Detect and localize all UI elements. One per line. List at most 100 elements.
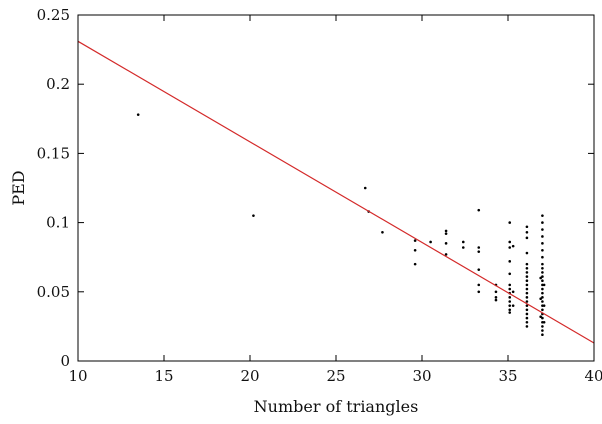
data-point <box>539 315 542 319</box>
data-point <box>541 300 544 303</box>
data-point <box>541 255 544 259</box>
x-tick-label: 35 <box>498 367 517 385</box>
data-point <box>363 186 367 190</box>
y-tick-label: 0.1 <box>46 214 70 232</box>
data-point <box>539 297 542 301</box>
data-point <box>525 296 529 299</box>
data-point <box>525 262 529 266</box>
data-point <box>541 329 544 332</box>
fit-line-layer <box>77 40 595 344</box>
data-point <box>494 290 498 294</box>
data-point <box>511 304 515 307</box>
data-point <box>541 214 544 217</box>
data-point <box>444 242 448 245</box>
data-point <box>525 283 529 287</box>
y-tick-label: 0.05 <box>37 283 70 301</box>
data-point <box>429 240 432 244</box>
data-point <box>539 276 542 280</box>
scatter-points <box>136 113 546 337</box>
data-point <box>252 214 255 217</box>
data-point <box>541 235 544 238</box>
data-point <box>508 287 512 291</box>
data-point <box>381 230 384 234</box>
x-tick-label: 20 <box>240 367 259 385</box>
data-point <box>461 240 465 244</box>
data-point <box>541 266 544 270</box>
data-point <box>542 283 546 287</box>
axis-ticks <box>77 14 595 362</box>
plot-frame <box>77 14 595 362</box>
data-point <box>541 325 544 328</box>
data-point <box>461 246 465 249</box>
data-point <box>508 296 512 299</box>
data-point <box>541 262 544 266</box>
data-point <box>508 300 512 303</box>
data-point <box>477 290 481 294</box>
data-point <box>413 262 417 266</box>
data-point <box>525 225 529 229</box>
data-point <box>477 268 481 271</box>
data-point <box>444 232 448 235</box>
data-point <box>508 246 512 249</box>
data-point <box>541 287 544 291</box>
data-point <box>511 290 515 294</box>
data-point <box>525 320 529 324</box>
data-point <box>525 230 529 234</box>
data-point <box>542 320 546 324</box>
data-point <box>525 287 529 291</box>
data-point <box>508 272 512 276</box>
data-point <box>525 251 529 255</box>
data-point <box>541 333 544 337</box>
data-point <box>525 325 529 328</box>
data-point <box>444 229 448 233</box>
data-point <box>525 266 529 270</box>
data-point <box>508 308 512 312</box>
data-point <box>477 208 481 212</box>
y-tick-label: 0 <box>60 352 70 370</box>
data-point <box>541 308 544 312</box>
y-axis-title: PED <box>9 170 28 205</box>
data-point <box>541 228 544 231</box>
data-point <box>508 240 512 244</box>
data-point <box>525 308 529 312</box>
data-point <box>494 296 498 299</box>
data-point <box>525 312 529 316</box>
data-point <box>511 244 515 248</box>
data-point <box>477 250 481 253</box>
data-point <box>508 260 512 263</box>
data-point <box>525 279 529 283</box>
x-tick-label: 15 <box>154 367 173 385</box>
data-point <box>525 316 529 320</box>
data-point <box>525 304 529 307</box>
data-point <box>508 221 512 224</box>
data-point <box>525 275 529 278</box>
data-point <box>508 311 512 314</box>
y-tick-label: 0.15 <box>37 144 70 162</box>
data-point <box>508 304 512 307</box>
x-tick-label: 40 <box>584 367 602 385</box>
data-point <box>541 242 544 245</box>
data-point <box>541 291 544 295</box>
data-point <box>444 253 448 256</box>
data-point <box>413 248 417 252</box>
data-point <box>508 283 512 287</box>
x-tick-label: 10 <box>68 367 87 385</box>
x-tick-label: 30 <box>412 367 431 385</box>
data-point <box>477 246 481 249</box>
y-tick-label: 0.25 <box>37 6 70 24</box>
y-tick-label: 0.2 <box>46 75 70 93</box>
data-point <box>525 291 529 295</box>
data-point <box>541 279 544 283</box>
data-point <box>525 236 529 240</box>
data-point <box>525 300 529 303</box>
data-point <box>413 239 417 242</box>
data-point <box>542 304 546 307</box>
data-point <box>136 113 140 116</box>
axis-tick-labels: 10 15 20 25 30 35 40 0 0.05 0.1 0.15 0.2 0.25 <box>37 6 602 385</box>
x-axis-title: Number of triangles <box>254 397 419 416</box>
data-point <box>525 271 529 274</box>
data-point <box>541 221 544 224</box>
x-tick-label: 25 <box>326 367 345 385</box>
data-point <box>541 248 544 252</box>
